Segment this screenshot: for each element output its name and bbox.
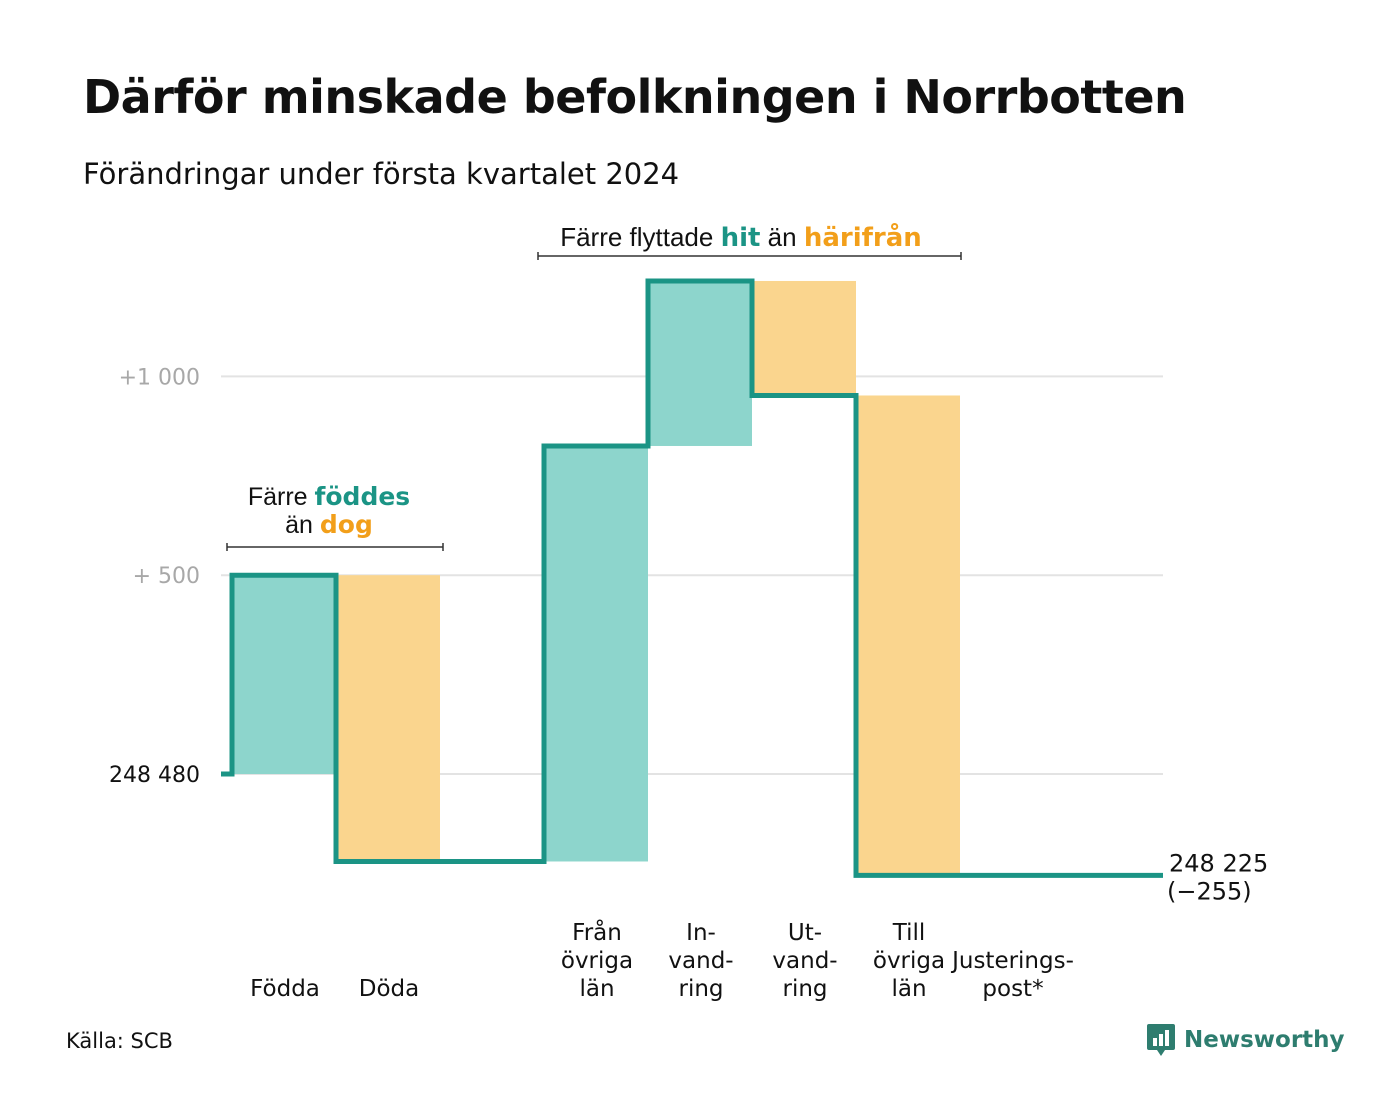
annotation-text: än — [760, 222, 803, 252]
category-label: ring — [782, 976, 827, 1002]
category-label: län — [579, 976, 614, 1002]
bar-layer — [232, 280, 960, 876]
end-change-label: (−255) — [1167, 877, 1252, 905]
category-label: Födda — [250, 976, 320, 1002]
category-label: vand- — [772, 948, 837, 974]
line-layer — [221, 278, 1163, 878]
waterfall-bar — [336, 575, 440, 862]
waterfall-bar — [648, 280, 752, 446]
category-label: övriga — [561, 948, 633, 974]
start-value-label: 248 480 — [109, 763, 200, 788]
annotation-emphasis: dog — [320, 510, 373, 539]
running-total-line — [221, 278, 1163, 878]
annotation-emphasis: föddes — [315, 482, 411, 511]
chart-title: Därför minskade befolkningen i Norrbotte… — [83, 70, 1187, 124]
newsworthy-logo-icon — [1147, 1024, 1175, 1056]
category-label: Ut- — [788, 920, 822, 946]
annotation-text: Färre flyttade — [560, 222, 720, 252]
waterfall-bar — [752, 280, 856, 396]
source-note: Källa: SCB — [66, 1029, 173, 1053]
newsworthy-logo: Newsworthy — [1146, 1022, 1345, 1058]
category-label: Till — [892, 920, 926, 946]
annotation-births-line1: Färre föddes — [248, 482, 410, 511]
waterfall-bar — [232, 575, 336, 774]
annotation-text: Färre — [248, 483, 315, 511]
y-tick-label: + 500 — [133, 564, 200, 589]
annotation-migration: Färre flyttade hit än härifrån — [560, 221, 922, 253]
annotation-text: än — [285, 511, 320, 539]
category-label: övriga — [873, 948, 945, 974]
category-label: län — [891, 976, 926, 1002]
category-label: Från — [572, 918, 622, 946]
waterfall-bar — [544, 445, 648, 862]
annotation-births-line2: än dog — [285, 510, 373, 539]
y-tick-label: +1 000 — [119, 365, 200, 390]
annotation-emphasis: härifrån — [804, 221, 922, 253]
category-label: vand- — [668, 948, 733, 974]
chart-subtitle: Förändringar under första kvartalet 2024 — [83, 157, 680, 191]
category-label: post* — [982, 976, 1043, 1002]
waterfall-bar — [856, 395, 960, 876]
end-value-label: 248 225 — [1169, 849, 1268, 877]
category-label: Justerings- — [950, 948, 1074, 974]
annotation-emphasis: hit — [721, 223, 761, 253]
category-label: In- — [686, 920, 716, 946]
newsworthy-logo-text: Newsworthy — [1184, 1027, 1345, 1053]
category-label: ring — [678, 976, 723, 1002]
category-label: Döda — [359, 976, 419, 1002]
